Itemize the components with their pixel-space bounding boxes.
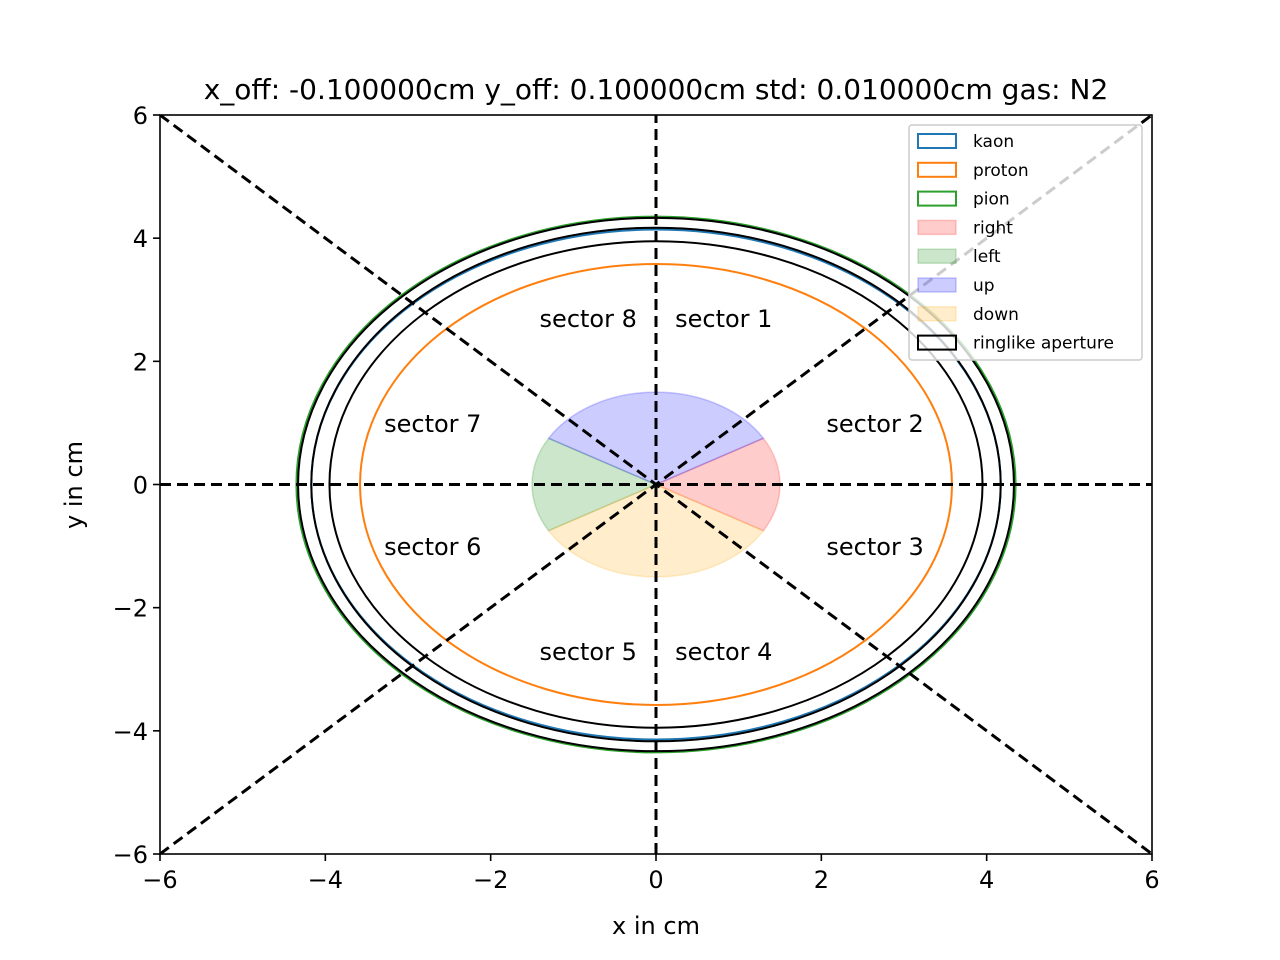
x-tick-label: −2	[473, 866, 508, 894]
x-tick-label: −4	[308, 866, 343, 894]
x-tick-label: 2	[814, 866, 829, 894]
x-tick-label: 6	[1144, 866, 1159, 894]
y-tick-label: −2	[113, 595, 148, 623]
x-tick-label: 0	[648, 866, 663, 894]
legend-label-left: left	[973, 247, 1001, 267]
plot-area: sector 1 sector 2 sector 3 sector 4 sector 5…	[113, 102, 1160, 894]
legend-swatch-kaon	[917, 133, 957, 149]
legend-label-up: up	[973, 276, 995, 296]
legend-label-right: right	[973, 218, 1013, 238]
x-tick-label: −6	[142, 866, 177, 894]
y-tick-label: 6	[133, 102, 148, 130]
legend-label-proton: proton	[973, 161, 1029, 181]
annotation-sector-8: sector 8	[540, 305, 637, 333]
legend: kaon proton pion right left up down ringlike ap…	[908, 124, 1143, 361]
y-tick-label: 4	[133, 225, 148, 253]
y-tick-label: −6	[113, 841, 148, 869]
annotation-sector-3: sector 3	[826, 533, 923, 561]
legend-swatch-right	[917, 219, 957, 236]
annotation-sector-2: sector 2	[826, 410, 923, 438]
annotation-sector-5: sector 5	[540, 638, 637, 666]
legend-label-ringlike-aperture: ringlike aperture	[973, 334, 1114, 354]
y-tick-label: 2	[133, 348, 148, 376]
legend-swatch-down	[917, 306, 957, 322]
legend-swatch-ringlike-aperture	[917, 334, 957, 351]
y-tick-label: −4	[113, 718, 148, 746]
y-axis-label: y in cm	[60, 441, 88, 529]
legend-box	[908, 124, 1143, 361]
legend-label-down: down	[973, 305, 1019, 325]
legend-label-kaon: kaon	[973, 132, 1014, 152]
legend-swatch-proton	[917, 161, 957, 178]
legend-swatch-left	[917, 248, 957, 264]
x-axis-label: x in cm	[612, 912, 700, 940]
divider-line-4	[160, 115, 1152, 854]
chart-title: x_off: -0.100000cm y_off: 0.100000cm std…	[204, 73, 1109, 106]
annotation-sector-6: sector 6	[384, 533, 481, 561]
legend-swatch-pion	[917, 190, 957, 207]
legend-swatch-up	[917, 277, 957, 293]
annotation-sector-4: sector 4	[675, 638, 772, 666]
annotation-sector-7: sector 7	[384, 410, 481, 438]
legend-label-pion: pion	[973, 190, 1010, 210]
x-tick-label: 4	[979, 866, 994, 894]
y-tick-label: 0	[133, 472, 148, 500]
annotation-sector-1: sector 1	[675, 305, 772, 333]
